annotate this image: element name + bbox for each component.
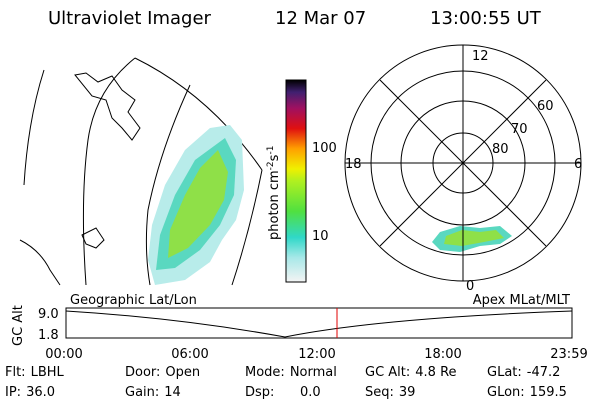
colorbar-tick: 10	[312, 229, 329, 244]
polar-plot	[344, 44, 582, 282]
status-label: Dsp:	[245, 385, 274, 400]
altitude-curve	[65, 310, 573, 338]
status-label: Mode:	[245, 365, 285, 380]
status-label: Gain:	[125, 385, 159, 400]
status-label: Flt:	[5, 365, 26, 380]
aurora-core	[168, 150, 228, 258]
unit-exp: -2	[266, 161, 276, 170]
geo-map	[19, 57, 263, 286]
mlt-label: 18	[345, 157, 362, 172]
unit-base: photon cm	[267, 170, 282, 240]
mlt-label: 12	[472, 49, 489, 64]
timeline-right-label: Apex MLat/MLT	[473, 293, 570, 308]
status-label: GLat:	[487, 365, 522, 380]
status-value: 36.0	[26, 385, 55, 400]
colorbar-unit: photon cm-2s-1	[266, 146, 282, 240]
timeline-x-tick: 06:00	[171, 347, 208, 362]
status-value: 39	[399, 385, 416, 400]
timeline-y-label: GC Alt	[11, 305, 26, 346]
status-label: GLon:	[487, 385, 525, 400]
mlt-label: 0	[466, 279, 474, 294]
status-value: 0.0	[300, 385, 321, 400]
status-label: GC Alt:	[365, 365, 410, 380]
status-panel: Flt: LBHL IP: 36.0 Door: Open Gain: 14 Mode: Norm…	[5, 365, 567, 400]
timeline-x-tick: 00:00	[45, 347, 82, 362]
colorbar	[285, 79, 307, 283]
status-label: Seq:	[365, 385, 394, 400]
status-value: 159.5	[530, 385, 567, 400]
timeline-y-tick: 1.8	[38, 328, 59, 343]
timeline-left-label: Geographic Lat/Lon	[70, 293, 197, 308]
status-value: LBHL	[31, 365, 65, 380]
timeline-x-tick: 18:00	[424, 347, 461, 362]
status-value: 14	[164, 385, 181, 400]
mlat-label: 70	[511, 122, 528, 137]
timeline-y-tick: 9.0	[38, 307, 59, 322]
timeline-x-tick: 23:59	[550, 347, 587, 362]
timeline-x-tick: 12:00	[298, 347, 335, 362]
mlat-label: 80	[492, 142, 509, 157]
instrument: Ultraviolet Imager	[48, 8, 212, 29]
mlat-label: 60	[537, 99, 554, 114]
status-value: Normal	[290, 365, 337, 380]
status-value: -47.2	[527, 365, 561, 380]
timeline-box	[65, 307, 573, 339]
time: 13:00:55 UT	[430, 8, 542, 29]
status-value: Open	[165, 365, 200, 380]
status-value: 4.8 Re	[415, 365, 456, 380]
unit-exp: -1	[266, 146, 276, 155]
status-label: Door:	[125, 365, 160, 380]
colorbar-tick: 100	[312, 141, 337, 156]
unit-mid: s	[267, 154, 282, 161]
status-label: IP:	[5, 385, 21, 400]
mlt-label: 6	[574, 157, 582, 172]
date: 12 Mar 07	[275, 8, 366, 29]
